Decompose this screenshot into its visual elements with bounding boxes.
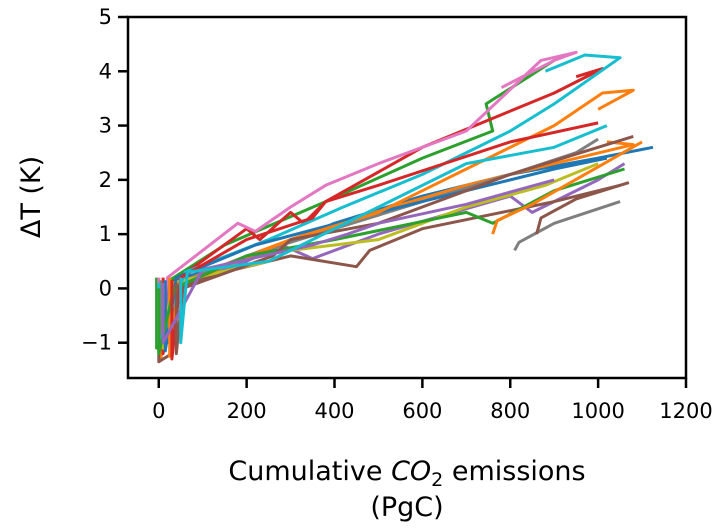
series-line-18	[535, 181, 630, 235]
x-label-subscript: 2	[431, 469, 443, 491]
x-tick-label: 200	[227, 399, 267, 423]
x-tick-label: 800	[490, 399, 530, 423]
series-line-19	[491, 140, 643, 235]
y-tick-label: 3	[99, 114, 112, 138]
x-label-math: CO	[391, 456, 431, 487]
series-line-14	[174, 134, 634, 356]
x-tick-label: 600	[402, 399, 442, 423]
series-line-12	[157, 167, 625, 356]
series-group	[155, 50, 654, 364]
x-label-prefix: Cumulative	[228, 456, 391, 487]
y-axis-label: ΔT (K)	[16, 156, 47, 238]
series-line-5	[157, 183, 621, 364]
x-axis-label: Cumulative CO2 emissions	[228, 456, 585, 491]
series-line-10	[163, 156, 608, 353]
y-tick-label: −1	[81, 331, 112, 355]
series-line-15	[513, 200, 621, 252]
plot-frame	[126, 15, 688, 380]
y-tick-label: 0	[99, 276, 112, 300]
y-tick-label: 2	[99, 168, 112, 192]
y-tick-label: 1	[99, 222, 112, 246]
series-line-1	[159, 140, 635, 361]
x-tick-label: 1200	[659, 399, 712, 423]
series-line-6	[157, 50, 578, 345]
series-line-17	[179, 124, 608, 345]
x-tick-label: 1000	[571, 399, 624, 423]
x-axis: 0 200 400 600 800 1000 1200	[152, 378, 713, 423]
x-tick-label: 400	[314, 399, 354, 423]
y-tick-label: 4	[99, 59, 112, 83]
y-axis: −1 0 1 2 3 4 5	[81, 5, 128, 355]
series-line-16	[161, 178, 555, 345]
x-tick-label: 0	[152, 399, 165, 423]
x-axis-label-units: (PgC)	[370, 492, 443, 523]
y-tick-label: 5	[99, 5, 112, 29]
x-label-suffix: emissions	[443, 456, 585, 487]
